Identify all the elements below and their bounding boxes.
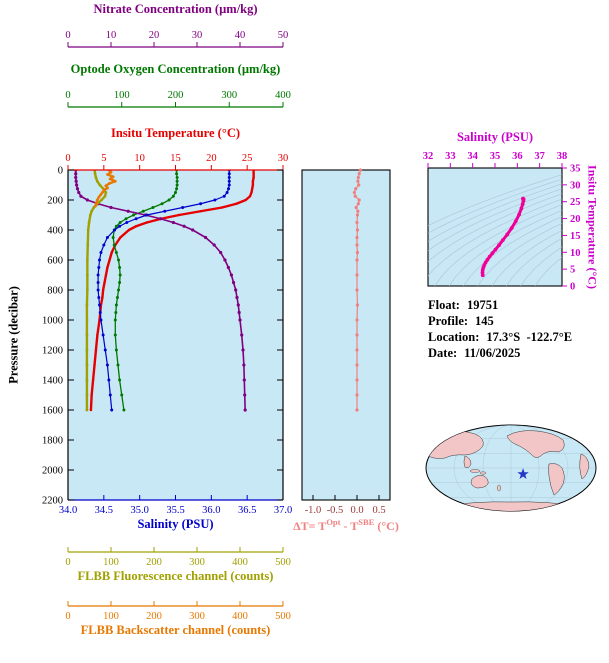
svg-text:100: 100 — [103, 611, 119, 622]
ts-diagram-plot: 32 33 34 35 36 37 38 0 5 10 15 20 25 30 35 — [423, 151, 581, 293]
float-id-line: Float: 19751 — [428, 297, 572, 313]
svg-text:1600: 1600 — [42, 406, 63, 417]
svg-text:200: 200 — [146, 557, 162, 568]
svg-text:0: 0 — [58, 166, 63, 177]
svg-text:25: 25 — [570, 197, 581, 208]
svg-text:100: 100 — [103, 557, 119, 568]
svg-text:50: 50 — [278, 30, 289, 41]
location-line: Location: 17.3°S -122.7°E — [428, 329, 572, 345]
ts-temperature-axis-title: Insitu Temperature (°C) — [585, 165, 600, 289]
svg-text:36: 36 — [512, 151, 523, 162]
svg-text:-0.5: -0.5 — [327, 505, 344, 516]
location-label: Location: — [428, 330, 480, 344]
svg-text:200: 200 — [146, 611, 162, 622]
svg-text:34.0: 34.0 — [59, 505, 77, 516]
svg-text:30: 30 — [570, 180, 581, 191]
svg-text:0: 0 — [570, 282, 575, 293]
pressure-axis-title: Pressure (decibar) — [6, 286, 21, 384]
ts-salinity-axis-title: Salinity (PSU) — [456, 130, 534, 144]
svg-text:1800: 1800 — [42, 436, 63, 447]
svg-text:200: 200 — [47, 196, 63, 207]
svg-text:37.0: 37.0 — [274, 505, 292, 516]
svg-text:34: 34 — [467, 151, 478, 162]
profile-line: Profile: 145 — [428, 313, 572, 329]
svg-text:0: 0 — [65, 153, 70, 164]
float-info-block: Float: 19751 Profile: 145 Location: 17.3°S … — [428, 297, 572, 361]
date-label: Date: — [428, 346, 458, 360]
svg-text:35: 35 — [570, 164, 581, 175]
date-line: Date: 11/06/2025 — [428, 345, 572, 361]
svg-text:30: 30 — [192, 30, 203, 41]
world-map — [425, 424, 597, 512]
svg-text:300: 300 — [189, 557, 205, 568]
oxygen-axis-title: Optode Oxygen Concentration (µm/kg) — [70, 62, 281, 76]
svg-text:30: 30 — [278, 153, 289, 164]
svg-text:34.5: 34.5 — [95, 505, 113, 516]
float-value: 19751 — [466, 298, 499, 312]
svg-text:500: 500 — [275, 611, 291, 622]
svg-text:600: 600 — [47, 256, 63, 267]
svg-text:0: 0 — [65, 611, 70, 622]
svg-text:0: 0 — [65, 557, 70, 568]
svg-text:32: 32 — [423, 151, 434, 162]
svg-text:5: 5 — [570, 265, 575, 276]
svg-text:20: 20 — [570, 214, 581, 225]
nitrate-axis-title: Nitrate Concentration (µm/kg) — [93, 2, 258, 16]
svg-text:400: 400 — [47, 226, 63, 237]
delta-t-axis-label: ΔT= TOpt - TSBE (°C) — [293, 517, 399, 533]
svg-text:25: 25 — [242, 153, 253, 164]
backscatter-axis-title: FLBB Backscatter channel (counts) — [80, 623, 271, 637]
svg-text:36.5: 36.5 — [238, 505, 256, 516]
svg-text:0.0: 0.0 — [350, 505, 363, 516]
svg-text:36.0: 36.0 — [202, 505, 220, 516]
svg-text:0.5: 0.5 — [372, 505, 385, 516]
svg-text:0: 0 — [65, 90, 70, 101]
svg-text:-1.0: -1.0 — [305, 505, 322, 516]
svg-text:400: 400 — [275, 90, 291, 101]
svg-text:400: 400 — [232, 557, 248, 568]
svg-text:20: 20 — [149, 30, 160, 41]
svg-text:15: 15 — [170, 153, 181, 164]
fluorescence-axis-title: FLBB Fluorescence channel (counts) — [77, 569, 274, 583]
location-value: 17.3°S -122.7°E — [486, 330, 573, 344]
svg-text:10: 10 — [134, 153, 145, 164]
temperature-axis-title: Insitu Temperature (°C) — [110, 126, 241, 140]
delta-t-plot: -1.0 -0.5 0.0 0.5 — [301, 168, 391, 516]
svg-text:100: 100 — [114, 90, 130, 101]
svg-text:20: 20 — [206, 153, 217, 164]
salinity-axis-title: Salinity (PSU) — [137, 517, 214, 531]
svg-text:5: 5 — [101, 153, 106, 164]
svg-text:40: 40 — [235, 30, 246, 41]
svg-text:33: 33 — [445, 151, 456, 162]
svg-text:35.0: 35.0 — [130, 505, 148, 516]
date-value: 11/06/2025 — [464, 346, 521, 360]
profile-label: Profile: — [428, 314, 469, 328]
svg-text:500: 500 — [275, 557, 291, 568]
float-location-star — [517, 468, 529, 480]
svg-text:1200: 1200 — [42, 346, 63, 357]
svg-text:10: 10 — [106, 30, 117, 41]
svg-text:2200: 2200 — [42, 496, 63, 507]
svg-text:1000: 1000 — [42, 316, 63, 327]
svg-text:200: 200 — [168, 90, 184, 101]
svg-text:35.5: 35.5 — [166, 505, 184, 516]
svg-text:35: 35 — [490, 151, 501, 162]
svg-text:15: 15 — [570, 231, 581, 242]
svg-text:400: 400 — [232, 611, 248, 622]
svg-text:38: 38 — [557, 151, 568, 162]
profile-value: 145 — [475, 314, 494, 328]
svg-text:10: 10 — [570, 248, 581, 259]
svg-text:0: 0 — [65, 30, 70, 41]
svg-text:1400: 1400 — [42, 376, 63, 387]
svg-text:300: 300 — [221, 90, 237, 101]
float-label: Float: — [428, 298, 460, 312]
svg-text:800: 800 — [47, 286, 63, 297]
svg-text:37: 37 — [534, 151, 545, 162]
svg-text:2000: 2000 — [42, 466, 63, 477]
svg-text:300: 300 — [189, 611, 205, 622]
